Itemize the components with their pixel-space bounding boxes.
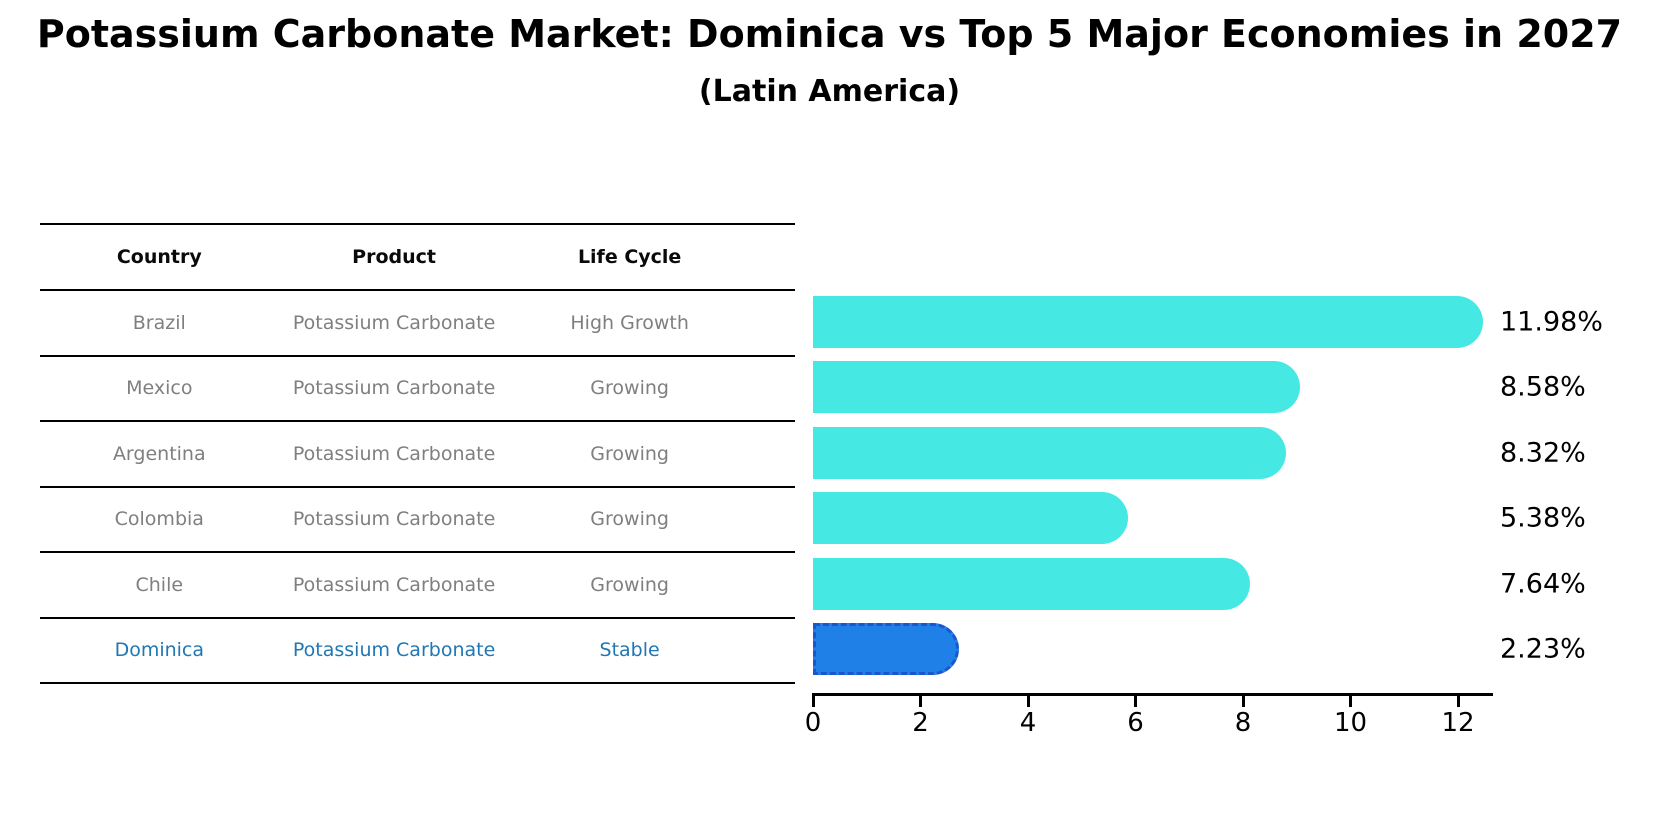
- comparison-table: Country Product Life Cycle Brazil Potass…: [40, 223, 795, 684]
- cell-life-cycle: Growing: [590, 442, 669, 465]
- bar-value-label: 8.32%: [1500, 437, 1586, 469]
- cell-country: Dominica: [114, 639, 205, 662]
- cell-country: Argentina: [112, 442, 206, 465]
- x-axis-tick-label: 0: [804, 708, 822, 738]
- chart-title: Potassium Carbonate Market: Dominica vs …: [36, 12, 1623, 56]
- bar-mexico: [813, 361, 1301, 414]
- bar-brazil: [813, 295, 1483, 348]
- cell-product: Potassium Carbonate: [292, 508, 496, 531]
- x-axis-tick: [1026, 696, 1030, 707]
- cell-country: Chile: [135, 573, 184, 596]
- bar-value-label: 7.64%: [1500, 568, 1586, 600]
- x-axis-tick-label: 2: [912, 708, 929, 738]
- bar-dominica: [813, 623, 959, 676]
- x-axis-tick: [1134, 696, 1137, 707]
- x-axis-tick: [919, 696, 922, 707]
- chart-subtitle: (Latin America): [698, 74, 961, 109]
- bar-colombia: [813, 492, 1129, 545]
- table-header-row: Country Product Life Cycle: [40, 223, 795, 289]
- x-axis-tick: [1349, 696, 1352, 707]
- x-axis-tick: [811, 696, 815, 707]
- header-country: Country: [116, 246, 202, 268]
- table-row: Argentina Potassium Carbonate Growing: [40, 420, 795, 486]
- cell-country: Colombia: [114, 508, 204, 531]
- cell-product: Potassium Carbonate: [292, 639, 496, 662]
- cell-product: Potassium Carbonate: [292, 442, 496, 465]
- cell-life-cycle: Stable: [599, 639, 660, 662]
- x-axis-tick-label: 6: [1127, 708, 1144, 738]
- x-axis-tick: [1456, 696, 1460, 707]
- header-life-cycle: Life Cycle: [577, 246, 682, 268]
- cell-life-cycle: High Growth: [570, 311, 689, 334]
- bar-argentina: [813, 426, 1287, 479]
- cell-country: Brazil: [132, 311, 186, 334]
- header-product: Product: [352, 246, 436, 268]
- cell-life-cycle: Growing: [590, 377, 669, 400]
- x-axis-tick-label: 10: [1333, 708, 1368, 738]
- x-axis-tick: [1241, 696, 1245, 707]
- table-row: Mexico Potassium Carbonate Growing: [40, 354, 795, 421]
- cell-life-cycle: Growing: [590, 508, 669, 531]
- bar-value-label: 2.23%: [1500, 633, 1586, 665]
- cell-product: Potassium Carbonate: [292, 573, 496, 596]
- bar-chile: [813, 557, 1250, 610]
- bar-value-label: 5.38%: [1500, 502, 1586, 534]
- cell-product: Potassium Carbonate: [292, 311, 496, 334]
- cell-country: Mexico: [126, 377, 193, 400]
- cell-product: Potassium Carbonate: [292, 377, 496, 400]
- x-axis-tick-label: 4: [1019, 708, 1037, 738]
- table-row: Chile Potassium Carbonate Growing: [40, 551, 795, 617]
- table-row: Brazil Potassium Carbonate High Growth: [40, 289, 795, 355]
- table-row: Colombia Potassium Carbonate Growing: [40, 485, 795, 552]
- x-axis-tick-label: 12: [1441, 708, 1475, 738]
- table-row-dominica: Dominica Potassium Carbonate Stable: [40, 616, 795, 683]
- bar-value-label: 11.98%: [1500, 306, 1603, 338]
- cell-life-cycle: Growing: [590, 573, 669, 596]
- bar-value-label: 8.58%: [1500, 371, 1586, 403]
- x-axis: [812, 693, 1493, 696]
- x-axis-tick-label: 8: [1234, 708, 1252, 738]
